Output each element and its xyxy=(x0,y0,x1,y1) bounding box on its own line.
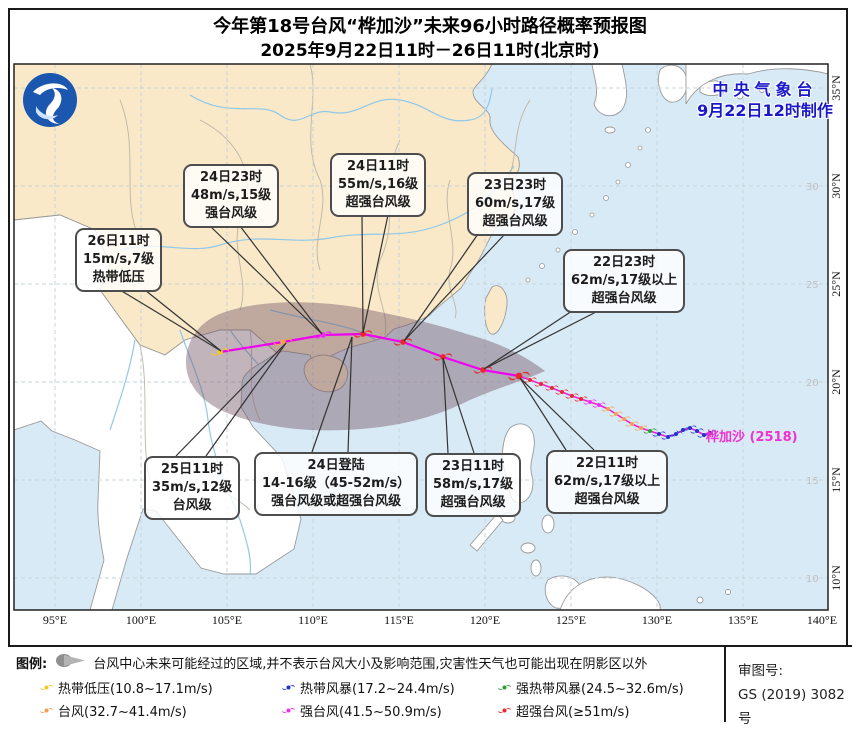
cone-icon xyxy=(55,653,87,672)
svg-text:140°E: 140°E xyxy=(807,613,837,627)
callout-leader-lines xyxy=(119,214,599,457)
borneo-island xyxy=(559,576,731,610)
callout-landfall: 24日登陆 14-16级（45-52m/s） 强台风级或超强台风级 xyxy=(254,452,419,516)
svg-text:120°E: 120°E xyxy=(470,613,500,627)
svg-text:10: 10 xyxy=(806,574,819,585)
typhoon-symbol-icon xyxy=(40,707,53,714)
svg-text:130°E: 130°E xyxy=(642,613,672,627)
legend-item-ts: 热带风暴(17.2~24.4m/s) xyxy=(282,678,455,697)
cone-note: 台风中心未来可能经过的区域,并不表示台风大小及影响范围,灾害性天气也可能出现在阴… xyxy=(93,657,648,672)
ryukyu-islands xyxy=(525,127,651,283)
map-frame xyxy=(13,63,829,611)
svg-text:110°E: 110°E xyxy=(298,613,328,627)
svg-text:95°E: 95°E xyxy=(43,613,67,627)
gridline-inner-labels: 30 25 20 15 10 xyxy=(806,182,819,585)
callout-24d11h: 24日11时 55m/s,16级 超强台风级 xyxy=(330,153,427,217)
callout-26d11h: 26日11时 15m/s,7级 热带低压 xyxy=(75,228,163,292)
svg-text:115°E: 115°E xyxy=(384,613,414,627)
taiwan-island xyxy=(484,285,508,335)
typhoon-symbol-icon xyxy=(498,684,511,691)
svg-text:125°E: 125°E xyxy=(556,613,586,627)
legend-item-ty: 台风(32.7~41.4m/s) xyxy=(40,701,187,720)
latitude-labels: 35°N 30°N 25°N 20°N 15°N 10°N xyxy=(829,75,843,591)
page-subtitle: 2025年9月22日11时－26日11时(北京时) xyxy=(260,41,600,61)
cma-logo-icon xyxy=(23,73,77,127)
forecast-track-line xyxy=(219,332,520,378)
callout-23d11h: 23日11时 58m/s,17级 超强台风级 xyxy=(425,453,522,517)
legend-item-sts: 强热带风暴(24.5~32.6m/s) xyxy=(498,678,684,697)
review-value: GS (2019) 3082号 xyxy=(738,687,845,727)
legend-item-td: 热带低压(10.8~17.1m/s) xyxy=(40,678,213,697)
legend-item-superty: 超强台风(≥51m/s) xyxy=(498,701,629,720)
jeju-island xyxy=(604,126,616,134)
callout-23d23h: 23日23时 60m/s,17级 超强台风级 xyxy=(467,172,564,236)
svg-text:15°N: 15°N xyxy=(829,467,843,493)
svg-text:15: 15 xyxy=(806,476,819,487)
bottom-panel: 图例: 台风中心未来可能经过的区域,并不表示台风大小及影响范围,灾害性天气也可能… xyxy=(8,645,852,727)
svg-text:135°E: 135°E xyxy=(728,613,758,627)
typhoon-symbol-icon xyxy=(498,707,511,714)
longitude-labels: 95°E 100°E 105°E 110°E 115°E 120°E 125°E… xyxy=(43,613,837,627)
korea-peninsula xyxy=(591,64,628,117)
svg-text:20°N: 20°N xyxy=(829,369,843,395)
legend: 图例: 台风中心未来可能经过的区域,并不表示台风大小及影响范围,灾害性天气也可能… xyxy=(8,647,724,722)
svg-text:10°N: 10°N xyxy=(829,565,843,591)
callout-25d11h: 25日11时 35m/s,12级 台风级 xyxy=(144,456,241,520)
svg-text:30°N: 30°N xyxy=(829,173,843,199)
callout-22d11h: 22日11时 62m/s,17级以上 超强台风级 xyxy=(546,450,669,514)
legend-item-sty: 强台风(41.5~50.9m/s) xyxy=(282,701,442,720)
svg-text:25°N: 25°N xyxy=(829,271,843,297)
legend-title: 图例: xyxy=(16,657,48,672)
typhoon-name-label: 桦加沙 (2518) xyxy=(706,429,798,445)
map-review-number: 审图号: GS (2019) 3082号 xyxy=(724,647,852,727)
page-title: 今年第18号台风“桦加沙”未来96小时路径概率预报图 xyxy=(213,16,647,37)
review-label: 审图号: xyxy=(738,663,784,679)
probability-cone xyxy=(186,302,545,431)
typhoon-symbol-icon xyxy=(40,684,53,691)
typhoon-symbol-icon xyxy=(282,707,295,714)
svg-text:20: 20 xyxy=(806,378,819,389)
svg-text:25: 25 xyxy=(806,280,819,291)
rivers xyxy=(109,87,515,576)
issue-time-watermark: 9月22日12时制作 xyxy=(697,101,833,120)
typhoon-symbol-icon xyxy=(282,684,295,691)
svg-text:35°N: 35°N xyxy=(829,75,843,101)
callout-22d23h: 22日23时 62m/s,17级以上 超强台风级 xyxy=(563,249,686,313)
agency-watermark: 中央气象台 xyxy=(712,80,818,99)
svg-text:30: 30 xyxy=(806,182,819,193)
svg-text:100°E: 100°E xyxy=(126,613,156,627)
svg-text:105°E: 105°E xyxy=(212,613,242,627)
callout-24d23h: 24日23时 48m/s,15级 强台风级 xyxy=(183,164,280,228)
